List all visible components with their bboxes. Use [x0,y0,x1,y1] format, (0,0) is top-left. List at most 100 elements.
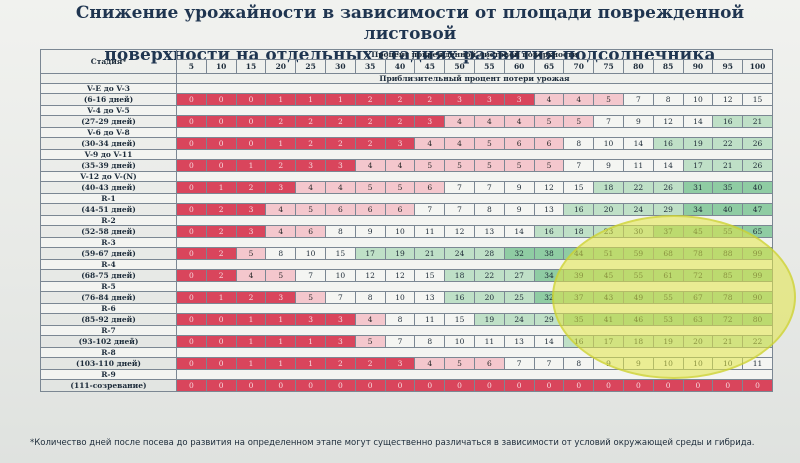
loss-cell: 37 [652,225,684,238]
loss-cell: 14 [503,225,535,238]
loss-cell: 7 [533,357,565,370]
stage-header-spacer [40,73,177,84]
stage-name-row: R-3 [40,237,773,248]
stage-spacer [176,171,773,182]
loss-cell: 4 [563,93,595,106]
loss-cell: 27 [503,269,535,282]
loss-cell: 55 [652,291,684,304]
loss-cell: 41 [593,313,624,326]
loss-cell: 0 [265,379,297,392]
damage-percent-col: 80 [622,59,654,74]
loss-cell: 10 [682,357,714,370]
stage-name: R-3 [40,237,177,248]
loss-cell: 7 [563,159,595,172]
loss-cell: 6 [354,203,386,216]
loss-cell: 7 [444,203,475,216]
loss-cell: 13 [414,291,446,304]
loss-cell: 5 [444,357,475,370]
loss-cell: 0 [205,335,237,348]
table-body: V-E до V-3 (6-16 дней) 0 0 0 1 1 1 2 2 2 3 3 3 4 4 5 7 8 10… [40,83,773,392]
loss-cell: 2 [295,115,326,128]
loss-cell: 4 [235,269,267,282]
stage-name: R-5 [40,281,177,292]
loss-cell: 0 [176,335,207,348]
loss-cell: 1 [295,93,326,106]
loss-cell: 8 [384,313,416,326]
loss-cell: 11 [742,357,773,370]
damage-percent-col: 25 [295,59,326,74]
loss-cell: 90 [742,291,773,304]
loss-cell: 55 [712,225,744,238]
stage-days: (68-75 дней) [40,269,177,282]
damage-percent-col: 35 [354,59,386,74]
loss-cell: 0 [176,357,207,370]
loss-cell: 2 [205,203,237,216]
loss-cell: 3 [235,203,267,216]
loss-cell: 3 [444,93,475,106]
loss-cell: 2 [205,269,237,282]
loss-cell: 0 [563,379,595,392]
loss-cell: 7 [444,181,475,194]
loss-cell: 0 [235,379,267,392]
loss-cell: 6 [384,203,416,216]
loss-cell: 13 [473,225,505,238]
loss-cell: 2 [205,247,237,260]
loss-cell: 4 [533,93,565,106]
loss-cell: 40 [712,203,744,216]
damage-percent-col: 20 [265,59,297,74]
loss-cell: 3 [295,159,326,172]
damage-percent-col: 5 [176,59,207,74]
damage-percent-col: 90 [682,59,714,74]
loss-cell: 20 [473,291,505,304]
loss-cell: 3 [384,137,416,150]
loss-cell: 20 [682,335,714,348]
stage-days: (76-84 дней) [40,291,177,304]
loss-cell: 0 [176,269,207,282]
loss-cell: 9 [593,357,624,370]
loss-cell: 43 [593,291,624,304]
damage-percent-col: 45 [414,59,446,74]
loss-cell: 17 [354,247,386,260]
loss-cell: 21 [712,159,744,172]
table-row: (93-102 дней) 0 0 1 1 1 3 5 7 8 10 11 13 14 16 17 18 19 20… [40,335,773,348]
loss-cell: 0 [176,247,207,260]
loss-cell: 2 [295,137,326,150]
damage-percent-col: 15 [235,59,267,74]
loss-cell: 0 [622,379,654,392]
loss-cell: 3 [324,159,356,172]
loss-cell: 4 [444,137,475,150]
loss-cell: 19 [652,335,684,348]
loss-cell: 1 [265,335,297,348]
stage-days: (27-29 дней) [40,115,177,128]
stage-days: (85-92 дней) [40,313,177,326]
loss-cell: 12 [384,269,416,282]
stage-name-row: V-E до V-3 [40,83,773,94]
loss-cell: 0 [682,379,714,392]
damage-percent-col: 65 [533,59,565,74]
loss-cell: 1 [235,335,267,348]
loss-cell: 5 [533,159,565,172]
loss-cell: 25 [503,291,535,304]
loss-cell: 7 [473,181,505,194]
loss-cell: 6 [533,137,565,150]
loss-cell: 5 [593,93,624,106]
loss-cell: 0 [473,379,505,392]
stage-days: (59-67 дней) [40,247,177,260]
table-row: (68-75 дней) 0 2 4 5 7 10 12 12 15 18 22 27 34 39 45 55 6… [40,269,773,282]
loss-cell: 31 [682,181,714,194]
loss-cell: 0 [205,313,237,326]
damage-percent-col: 85 [652,59,684,74]
loss-cell: 4 [324,181,356,194]
stage-name-row: R-2 [40,215,773,226]
loss-cell: 10 [384,225,416,238]
loss-cell: 1 [265,137,297,150]
table-row: (59-67 дней) 0 2 5 8 10 15 17 19 21 24 28 32 38 44 51 59… [40,247,773,260]
loss-cell: 61 [652,269,684,282]
loss-cell: 26 [742,137,773,150]
damage-percent-col: 30 [324,59,356,74]
loss-cell: 10 [444,335,475,348]
loss-cell: 16 [563,203,595,216]
loss-cell: 3 [235,225,267,238]
stage-name-row: V-6 до V-8 [40,127,773,138]
table-row: (35-39 дней) 0 0 1 2 3 3 4 4 5 5 5 5 5 7 9 11 14 17 21 26 [40,159,773,172]
